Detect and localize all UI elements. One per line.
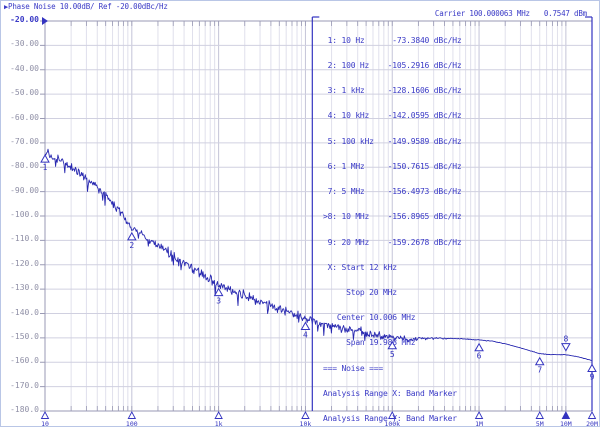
trace-header-label: Phase Noise 10.00dB/ Ref -20.00dBc/Hz xyxy=(8,2,168,11)
trace-marker-5: 5 xyxy=(387,340,398,359)
bottom-marker-5: 100k xyxy=(384,411,400,427)
marker-noise-table: 1: 10 Hz -73.3840 dBc/Hz 2: 100 Hz -105.… xyxy=(323,20,489,426)
bottom-marker-7: 5M xyxy=(535,411,544,427)
grid xyxy=(40,20,593,412)
svg-text:5: 5 xyxy=(390,350,395,359)
trace-marker-9: 9 xyxy=(587,363,597,381)
y-axis-label: -130.0 xyxy=(10,283,39,293)
y-axis-label: -80.00 xyxy=(10,161,39,171)
svg-text:7: 7 xyxy=(537,366,542,375)
marker-row: 2: 100 Hz -105.2916 dBc/Hz xyxy=(323,61,462,71)
carrier-info: Carrier 100.000063 MHz 0.7547 dBm xyxy=(435,9,587,18)
marker-row: 7: 5 MHz -156.4973 dBc/Hz xyxy=(323,187,462,197)
band-range-line: X: Start 12 kHz xyxy=(323,262,397,272)
svg-text:20M: 20M xyxy=(586,420,598,427)
y-axis-label: -110.0 xyxy=(10,234,39,244)
y-axis-label: -170.0 xyxy=(10,380,39,390)
trace-marker-4: 4 xyxy=(300,321,311,340)
marker-row: 3: 1 kHz -128.1606 dBc/Hz xyxy=(323,86,462,96)
svg-text:100k: 100k xyxy=(384,420,400,427)
trace-header: ▶Phase Noise 10.00dB/ Ref -20.00dBc/Hz xyxy=(4,2,168,11)
band-range-line: Center 10.006 MHz xyxy=(323,313,416,323)
bottom-marker-9: 20M xyxy=(586,411,598,427)
phase-noise-trace xyxy=(44,148,593,362)
carrier-power-label: 0.7547 dBm xyxy=(543,9,587,18)
noise-section-title: === Noise === xyxy=(323,363,384,373)
y-axis-label: -70.00 xyxy=(10,136,39,146)
svg-text:3: 3 xyxy=(216,297,221,306)
y-axis-label: -160.0 xyxy=(10,356,39,366)
svg-text:5M: 5M xyxy=(536,420,544,427)
trace-marker-2: 2 xyxy=(126,231,137,250)
marker-row: 1: 10 Hz -73.3840 dBc/Hz xyxy=(323,35,462,45)
y-axis-label: -40.00 xyxy=(10,63,39,73)
carrier-frequency-label: Carrier 100.000063 MHz xyxy=(434,9,530,18)
y-axis-label: -100.0 xyxy=(10,210,39,219)
bottom-marker-4: 10k xyxy=(300,411,312,427)
trace-pointer-icon: ▶ xyxy=(4,3,9,11)
svg-text:10M: 10M xyxy=(560,420,572,427)
y-axis-label: -50.00 xyxy=(10,88,39,98)
analysis-result-line: Analysis Range Y: Band Marker xyxy=(323,414,457,424)
svg-text:8: 8 xyxy=(563,335,568,344)
svg-text:10k: 10k xyxy=(300,420,312,427)
trace-markers: 1 2 3 4 5 6 7 8 9 xyxy=(40,154,597,381)
svg-text:1: 1 xyxy=(43,163,48,172)
bottom-marker-1: 10 xyxy=(40,411,50,427)
y-axis-label: -180.0 xyxy=(10,405,39,414)
svg-text:9: 9 xyxy=(590,372,595,381)
trace-marker-1: 1 xyxy=(40,154,50,172)
band-range-line: Stop 20 MHz xyxy=(323,288,397,297)
svg-text:6: 6 xyxy=(477,352,482,361)
svg-text:4: 4 xyxy=(303,331,308,340)
marker-row: >8: 10 MHz -156.8965 dBc/Hz xyxy=(323,212,462,222)
bottom-marker-indicators: 10 100 1k 10k 100k 1M 5M 10M 20M xyxy=(40,411,598,427)
y-axis-label: -90.00 xyxy=(10,185,39,195)
y-axis-label: -60.00 xyxy=(10,112,39,122)
marker-row: 6: 1 MHz -150.7615 dBc/Hz xyxy=(323,161,462,171)
bottom-marker-8: 10M xyxy=(560,411,572,427)
bottom-marker-3: 1k xyxy=(214,411,223,427)
bottom-marker-2: 100 xyxy=(126,411,138,427)
svg-text:1k: 1k xyxy=(215,420,223,427)
bottom-marker-6: 1M xyxy=(474,411,484,427)
svg-text:1M: 1M xyxy=(475,420,483,427)
y-axis-label: -30.00 xyxy=(10,39,39,49)
svg-text:2: 2 xyxy=(129,241,134,250)
y-axis-label: -150.0 xyxy=(10,331,39,341)
y-axis-label: -20.00 xyxy=(10,15,39,24)
y-axis-label: -120.0 xyxy=(10,258,39,268)
analysis-result-line: Analysis Range X: Band Marker xyxy=(323,388,457,398)
trace-marker-7: 7 xyxy=(534,356,545,375)
y-axis-label: -140.0 xyxy=(10,307,39,317)
trace-marker-8: 8 xyxy=(561,335,571,352)
svg-text:100: 100 xyxy=(126,420,138,427)
svg-text:10: 10 xyxy=(41,420,49,427)
band-range-line: Span 19.988 MHz xyxy=(323,338,416,348)
trace-marker-6: 6 xyxy=(474,342,484,361)
band-marker-lines xyxy=(311,16,593,411)
ref-level-pointer-icon xyxy=(42,17,48,25)
marker-row: 9: 20 MHz -159.2678 dBc/Hz xyxy=(323,237,462,247)
trace-marker-3: 3 xyxy=(213,287,224,306)
marker-row: 5: 100 kHz -149.9589 dBc/Hz xyxy=(323,136,462,146)
marker-row: 4: 10 kHz -142.0595 dBc/Hz xyxy=(323,111,462,121)
